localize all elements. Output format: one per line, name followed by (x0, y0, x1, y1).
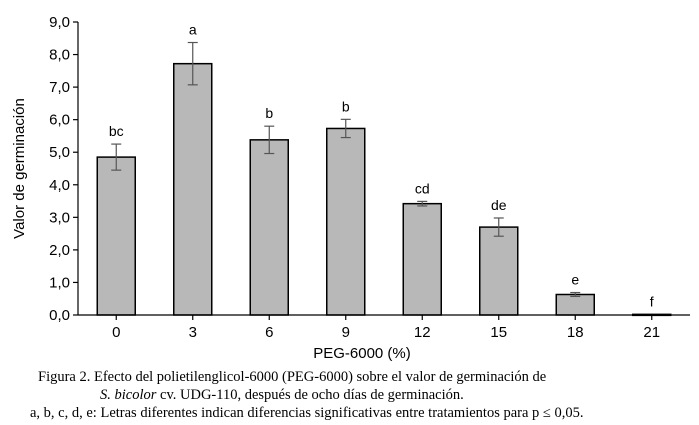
bar-chart: 0,0 1,0 2,0 3,0 4,0 5,0 6,0 7,0 8,0 9,0 bc a b b cd de… (11, 14, 690, 362)
y-tick-label: 7,0 (49, 79, 70, 96)
x-tick-label: 0 (112, 324, 120, 341)
y-tick-label: 9,0 (49, 14, 70, 31)
significance-letter-21: f (650, 293, 654, 309)
bar-15 (479, 226, 519, 316)
significance-letter-15: de (491, 197, 507, 213)
bars: bc a b b cd de e f (96, 22, 672, 317)
y-tick-label: 5,0 (49, 144, 70, 161)
significance-letter-9: b (342, 98, 350, 114)
y-axis-title: Valor de germinación (11, 98, 28, 239)
y-tick-label: 4,0 (49, 177, 70, 194)
bar-18 (555, 293, 595, 316)
y-tick-label: 6,0 (49, 112, 70, 129)
bar-0 (96, 156, 136, 316)
figure-caption-line-2-rest: cv. UDG-110, después de ocho días de ger… (156, 387, 464, 403)
bar-3 (173, 62, 213, 316)
x-tick-label: 18 (567, 324, 584, 341)
y-tick-label: 1,0 (49, 274, 70, 291)
x-tick-label: 3 (189, 324, 197, 341)
figure-caption-line-2: S. bicolor cv. UDG-110, después de ocho … (100, 386, 464, 404)
significance-letter-12: cd (415, 180, 430, 196)
significance-letter-0: bc (109, 123, 124, 139)
figure-caption-line-3: a, b, c, d, e: Letras diferentes indican… (30, 405, 584, 421)
x-tick-label: 15 (490, 324, 507, 341)
y-tick-label: 3,0 (49, 209, 70, 226)
x-tick-label: 9 (342, 324, 350, 341)
species-name: S. bicolor (100, 387, 157, 403)
y-axis-ticks: 0,0 1,0 2,0 3,0 4,0 5,0 6,0 7,0 8,0 9,0 (49, 14, 78, 324)
y-tick-label: 0,0 (49, 307, 70, 324)
significance-letter-3: a (189, 22, 197, 38)
x-tick-label: 21 (643, 324, 660, 341)
bar-12 (402, 202, 442, 316)
y-tick-label: 8,0 (49, 47, 70, 64)
significance-letter-6: b (265, 105, 273, 121)
x-tick-label: 12 (414, 324, 431, 341)
bar-9 (326, 127, 366, 316)
x-axis-title: PEG-6000 (%) (313, 345, 411, 362)
significance-letter-18: e (571, 272, 579, 288)
y-tick-label: 2,0 (49, 242, 70, 259)
figure-caption-line-1: Figura 2. Efecto del polietilenglicol-60… (38, 369, 547, 385)
bar-6 (249, 139, 289, 316)
x-tick-label: 6 (265, 324, 273, 341)
x-axis-ticks: 0 3 6 9 12 15 18 21 (112, 315, 660, 341)
